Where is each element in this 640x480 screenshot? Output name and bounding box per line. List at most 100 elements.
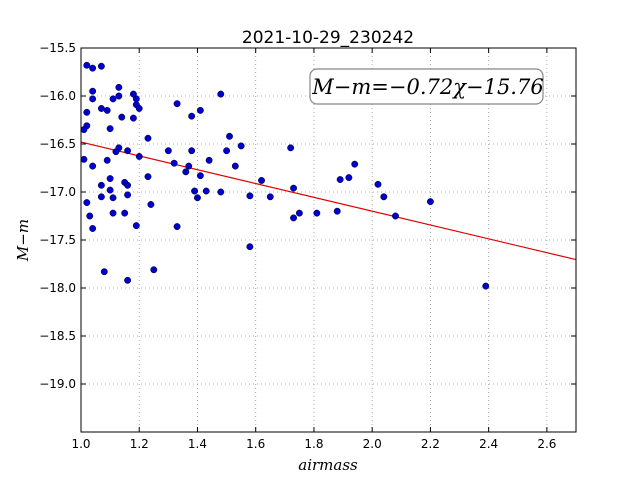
data-point bbox=[164, 147, 172, 155]
data-point bbox=[287, 144, 295, 152]
data-point bbox=[121, 209, 129, 217]
data-point bbox=[295, 209, 303, 217]
data-point bbox=[109, 95, 117, 103]
data-point bbox=[103, 106, 111, 114]
data-point bbox=[374, 180, 382, 188]
data-point bbox=[132, 95, 140, 103]
data-point bbox=[482, 282, 490, 290]
y-tick-label: −17.0 bbox=[39, 185, 76, 199]
data-point bbox=[196, 172, 204, 180]
data-point bbox=[217, 188, 225, 196]
data-point bbox=[345, 174, 353, 182]
data-point bbox=[109, 209, 117, 217]
data-point bbox=[89, 95, 97, 103]
data-point bbox=[202, 187, 210, 195]
x-tick-label: 2.6 bbox=[537, 437, 556, 451]
data-point bbox=[290, 214, 298, 222]
data-point bbox=[237, 142, 245, 150]
data-point bbox=[182, 168, 190, 176]
data-point bbox=[194, 194, 201, 202]
axis-ticks: 1.0 1.2 1.4 1.6 1.8 2.0 2.2 2.4 2.6 −15.5 −16.0 −16… bbox=[39, 41, 576, 451]
y-tick-label: −17.5 bbox=[39, 233, 76, 247]
data-point bbox=[173, 223, 181, 231]
data-point bbox=[97, 62, 105, 70]
data-point bbox=[205, 156, 213, 164]
y-tick-label: −16.5 bbox=[39, 137, 76, 151]
data-point bbox=[124, 181, 132, 189]
fit-line bbox=[80, 141, 577, 261]
data-point bbox=[290, 184, 298, 192]
x-tick-label: 1.8 bbox=[304, 437, 323, 451]
data-point bbox=[100, 268, 108, 276]
data-point bbox=[80, 155, 88, 163]
y-axis-title: M−m bbox=[14, 219, 32, 262]
data-point bbox=[89, 225, 97, 232]
x-tick-label: 2.0 bbox=[363, 437, 382, 451]
data-point bbox=[112, 148, 120, 156]
data-point bbox=[115, 92, 123, 100]
data-point bbox=[129, 114, 137, 122]
x-tick-label: 1.4 bbox=[188, 437, 207, 451]
annotation-box bbox=[309, 68, 544, 105]
data-point bbox=[89, 64, 97, 72]
data-point bbox=[336, 176, 344, 183]
data-point bbox=[266, 193, 274, 201]
data-point bbox=[144, 134, 152, 142]
data-point bbox=[150, 266, 158, 274]
data-point bbox=[246, 243, 254, 251]
x-tick-label: 1.0 bbox=[71, 437, 90, 451]
data-point bbox=[89, 162, 97, 170]
data-point bbox=[106, 175, 114, 183]
data-point bbox=[426, 198, 434, 206]
data-point bbox=[86, 212, 94, 220]
y-tick-label: −18.0 bbox=[39, 281, 76, 295]
fit-annotation: M−m=−0.72χ−15.76 bbox=[309, 68, 544, 105]
chart-title: 2021-10-29_230242 bbox=[242, 28, 414, 48]
data-point bbox=[118, 113, 126, 121]
data-point bbox=[124, 147, 132, 155]
data-point bbox=[106, 186, 114, 194]
x-tick-label: 2.2 bbox=[421, 437, 440, 451]
data-point bbox=[185, 162, 193, 170]
data-point bbox=[351, 160, 359, 168]
data-point bbox=[97, 181, 105, 189]
data-point bbox=[144, 173, 152, 181]
data-point bbox=[313, 209, 321, 217]
data-point bbox=[147, 201, 155, 208]
data-point bbox=[132, 222, 140, 230]
data-point bbox=[188, 147, 196, 155]
data-point bbox=[83, 61, 91, 69]
y-tick-label: −18.5 bbox=[39, 329, 76, 343]
x-tick-label: 1.2 bbox=[130, 437, 149, 451]
data-point bbox=[380, 193, 388, 201]
data-point bbox=[333, 207, 341, 215]
data-point bbox=[135, 105, 143, 112]
x-tick-label: 1.6 bbox=[246, 437, 265, 451]
data-point bbox=[188, 112, 196, 120]
data-point bbox=[231, 162, 239, 170]
data-point bbox=[83, 199, 91, 207]
data-point bbox=[392, 212, 399, 220]
data-point bbox=[246, 192, 254, 200]
data-point bbox=[109, 194, 117, 202]
data-point bbox=[97, 105, 105, 112]
data-point bbox=[80, 126, 88, 134]
data-point bbox=[196, 106, 204, 114]
data-point bbox=[97, 193, 105, 201]
y-tick-label: −16.0 bbox=[39, 89, 76, 103]
data-point bbox=[217, 90, 225, 98]
data-point bbox=[124, 191, 132, 199]
data-point bbox=[124, 276, 132, 284]
annotation-text: M−m=−0.72χ−15.76 bbox=[311, 75, 543, 99]
data-point bbox=[170, 159, 178, 167]
fit-line-group bbox=[80, 141, 577, 261]
x-tick-label: 2.4 bbox=[479, 437, 498, 451]
data-point bbox=[115, 83, 123, 91]
data-point bbox=[223, 147, 231, 155]
data-point bbox=[83, 108, 91, 116]
data-points bbox=[80, 61, 490, 290]
data-point bbox=[89, 87, 97, 95]
data-point bbox=[173, 100, 181, 108]
data-point bbox=[103, 156, 111, 164]
